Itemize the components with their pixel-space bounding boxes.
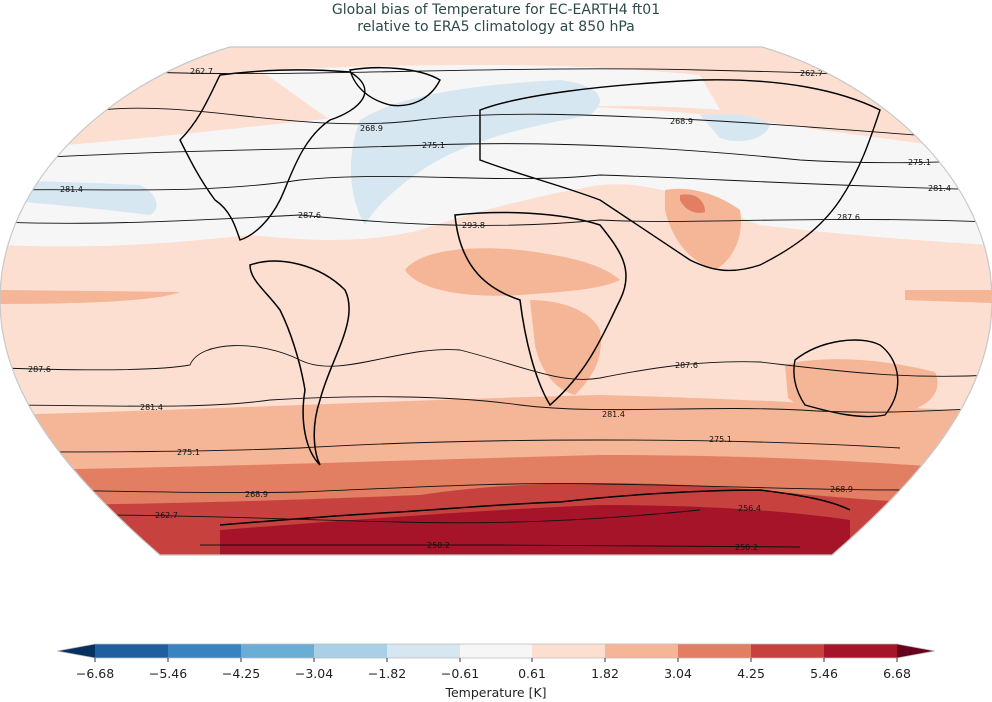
svg-text:250.2: 250.2	[427, 541, 450, 550]
svg-text:293.8: 293.8	[462, 221, 485, 230]
chart-title: Global bias of Temperature for EC-EARTH4…	[0, 2, 992, 36]
chart-title-line2: relative to ERA5 climatology at 850 hPa	[357, 19, 635, 35]
map-boundary	[0, 46, 992, 556]
svg-text:287.6: 287.6	[675, 361, 698, 370]
colorbar-extend-low	[57, 644, 95, 658]
svg-text:281.4: 281.4	[60, 185, 83, 194]
colorbar-tick: 4.25	[737, 666, 765, 681]
colorbar-extend-high	[897, 644, 935, 658]
svg-text:275.1: 275.1	[908, 158, 931, 167]
svg-text:262.7: 262.7	[155, 511, 178, 520]
svg-text:250.2: 250.2	[735, 543, 758, 552]
svg-text:262.7: 262.7	[800, 69, 823, 78]
svg-text:281.4: 281.4	[928, 184, 951, 193]
svg-text:262.7: 262.7	[190, 67, 213, 76]
svg-text:268.9: 268.9	[245, 490, 268, 499]
svg-text:287.6: 287.6	[837, 213, 860, 222]
colorbar-tick: −6.68	[75, 666, 115, 681]
colorbar-tick: −0.61	[440, 666, 480, 681]
svg-text:268.9: 268.9	[670, 117, 693, 126]
colorbar-label: Temperature [K]	[445, 685, 547, 700]
bias-map: 262.7 262.7 268.9 268.9 275.1 275.1 281.…	[0, 46, 992, 556]
svg-text:268.9: 268.9	[830, 485, 853, 494]
svg-text:287.6: 287.6	[28, 365, 51, 374]
svg-text:275.1: 275.1	[177, 448, 200, 457]
colorbar-tick: −1.82	[367, 666, 407, 681]
colorbar-tick: 0.61	[518, 666, 546, 681]
contour-labels: 262.7 262.7 268.9 268.9 275.1 275.1 281.…	[28, 67, 951, 552]
colorbar-tick: 1.82	[591, 666, 619, 681]
colorbar-tick: 3.04	[664, 666, 692, 681]
colorbar-tick: −4.25	[221, 666, 261, 681]
bias-field: 262.7 262.7 268.9 268.9 275.1 275.1 281.…	[0, 47, 992, 555]
svg-text:275.1: 275.1	[422, 141, 445, 150]
svg-text:268.9: 268.9	[360, 124, 383, 133]
svg-text:256.4: 256.4	[738, 504, 761, 513]
svg-text:281.4: 281.4	[140, 403, 163, 412]
colorbar-tick: −3.04	[294, 666, 334, 681]
colorbar-tick: 5.46	[810, 666, 838, 681]
chart-title-line1: Global bias of Temperature for EC-EARTH4…	[331, 2, 661, 18]
svg-text:281.4: 281.4	[602, 410, 625, 419]
svg-text:275.1: 275.1	[709, 435, 732, 444]
colorbar-tick: 6.68	[883, 666, 911, 681]
svg-text:287.6: 287.6	[298, 211, 321, 220]
colorbar-tick: −5.46	[148, 666, 188, 681]
